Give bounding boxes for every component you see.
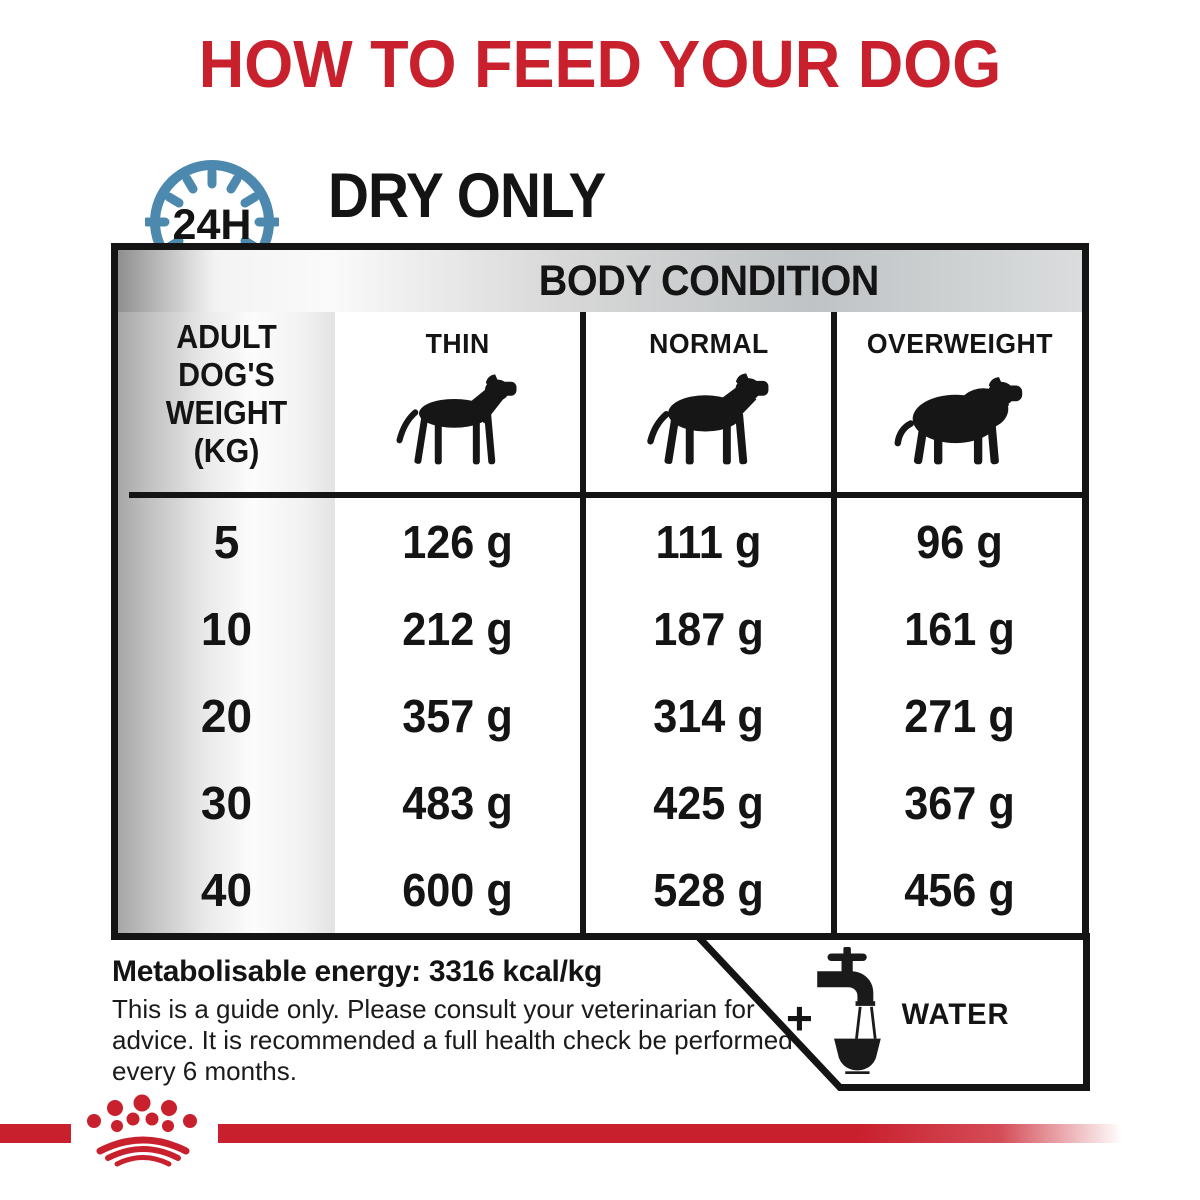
- weight-value: 30: [200, 776, 253, 829]
- weight-value: 5: [213, 515, 240, 568]
- brand-red-band: [0, 1124, 1122, 1143]
- ration-value: 126 g: [402, 515, 513, 568]
- ration-value: 96 g: [916, 515, 1003, 568]
- overweight-column: 96 g 161 g 271 g 367 g 456 g: [831, 498, 1082, 933]
- body-condition-header-strip: BODY CONDITION: [118, 250, 1082, 312]
- condition-label-thin: THIN: [425, 328, 490, 359]
- water-tap-icon: [817, 947, 881, 1075]
- thin-column: 126 g 212 g 357 g 483 g 600 g: [335, 498, 580, 933]
- water-panel: [690, 933, 1090, 1091]
- ration-value: 483 g: [402, 776, 513, 829]
- condition-header-row: THIN NORMAL: [335, 312, 1082, 492]
- overweight-dog-icon: [894, 377, 1022, 465]
- normal-dog-icon: [646, 373, 768, 465]
- page-title: HOW TO FEED YOUR DOG: [198, 27, 1002, 102]
- condition-cell-overweight: OVERWEIGHT: [831, 312, 1082, 492]
- ration-values-grid: 126 g 212 g 357 g 483 g 600 g 111 g 187 …: [335, 498, 1082, 933]
- weight-value: 40: [200, 863, 253, 916]
- ration-value: 161 g: [904, 602, 1015, 655]
- water-label: WATER: [901, 998, 1010, 1031]
- condition-cell-normal: NORMAL: [580, 312, 831, 492]
- weight-value: 10: [200, 602, 253, 655]
- weight-value: 20: [200, 689, 253, 742]
- disclaimer-line3: every 6 months.: [112, 1056, 297, 1086]
- feeding-table: BODY CONDITION ADULT DOG'S WEIGHT (KG) 5…: [111, 243, 1089, 940]
- plus-icon: +: [786, 992, 813, 1044]
- disclaimer-text: This is a guide only. Please consult you…: [112, 994, 793, 1087]
- ration-value: 357 g: [402, 689, 513, 742]
- energy-statement: Metabolisable energy: 3316 kcal/kg: [112, 955, 603, 988]
- weight-column-header: ADULT DOG'S WEIGHT (KG): [127, 318, 327, 470]
- ration-value: 314 g: [653, 689, 764, 742]
- disclaimer-line1: This is a guide only. Please consult you…: [112, 994, 755, 1024]
- weight-header-line3: (KG): [193, 432, 260, 469]
- header-separator-line: [129, 492, 1082, 498]
- ration-value: 456 g: [904, 863, 1015, 916]
- normal-column: 111 g 187 g 314 g 425 g 528 g: [580, 498, 831, 933]
- weight-values: 5 10 20 30 40: [118, 498, 335, 933]
- ration-value: 425 g: [653, 776, 764, 829]
- crown-logo-icon: [87, 1094, 197, 1167]
- ration-value: 271 g: [904, 689, 1015, 742]
- condition-label-normal: NORMAL: [648, 328, 769, 359]
- disclaimer-line2: advice. It is recommended a full health …: [112, 1025, 793, 1055]
- ration-value: 528 g: [653, 863, 764, 916]
- ration-value: 187 g: [653, 602, 764, 655]
- weight-header-line2: WEIGHT: [165, 394, 288, 431]
- body-condition-title: BODY CONDITION: [538, 256, 879, 305]
- ration-value: 212 g: [402, 602, 513, 655]
- condition-cell-thin: THIN: [335, 312, 580, 492]
- ration-value: 600 g: [402, 863, 513, 916]
- ration-value: 367 g: [904, 776, 1015, 829]
- condition-label-overweight: OVERWEIGHT: [866, 328, 1053, 359]
- weight-header-line1: ADULT DOG'S: [176, 318, 277, 393]
- feeding-mode-label: DRY ONLY: [328, 161, 606, 231]
- ration-value: 111 g: [655, 515, 762, 568]
- thin-dog-icon: [395, 374, 516, 465]
- weight-column: ADULT DOG'S WEIGHT (KG) 5 10 20 30 40: [118, 312, 335, 933]
- clock-24h-label: 24H: [173, 201, 252, 249]
